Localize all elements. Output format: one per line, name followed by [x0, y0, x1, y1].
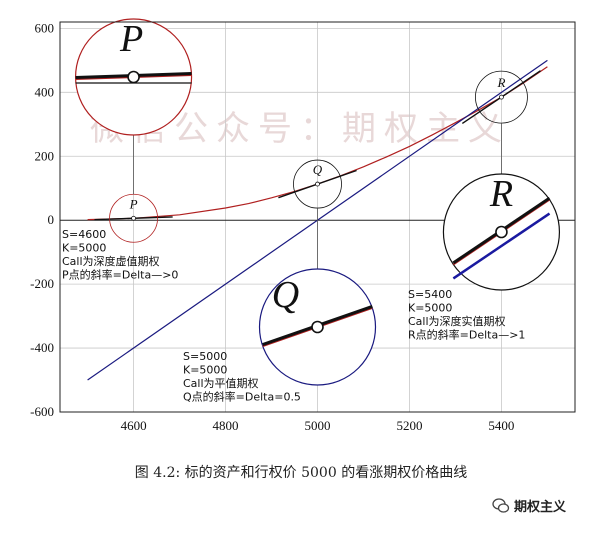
y-tick-label: 200 — [35, 148, 55, 163]
axis-ticks: 4600 4800 5000 5200 5400 600 400 200 0 -200 -400 -6… — [30, 20, 514, 433]
y-tick-label: 600 — [35, 20, 55, 35]
x-tick-label: 5200 — [396, 418, 422, 433]
zoom-label-p: P — [119, 18, 143, 60]
annotations: S=4600K=5000Call为深度虚值期权P点的斜率=Delta—>0S=5… — [62, 228, 525, 404]
annotation-q-line: S=5000 — [183, 350, 227, 363]
annotation-p-line: K=5000 — [62, 242, 106, 255]
annotation-r-line: Call为深度实值期权 — [408, 314, 506, 328]
zoom-label-r: R — [489, 173, 513, 215]
annotation-r-line: K=5000 — [408, 302, 452, 315]
zoom-label-q: Q — [272, 274, 299, 316]
zoom-point-r — [495, 225, 508, 239]
call-price-curve — [87, 66, 548, 221]
brand-label: 期权主义 — [492, 496, 566, 515]
y-tick-label: 0 — [48, 212, 55, 227]
point-q — [315, 181, 320, 187]
zoom-point-p — [127, 70, 140, 84]
annotation-r-line: S=5400 — [408, 288, 452, 301]
plot-frame — [59, 21, 576, 413]
zoom-point-q — [311, 320, 324, 334]
zoom-intrinsic-r — [452, 212, 551, 280]
wechat-icon — [492, 497, 510, 513]
annotation-q-line: Q点的斜率=Delta=0.5 — [183, 390, 301, 404]
point-label-r: R — [496, 75, 505, 90]
brand-name: 期权主义 — [514, 500, 567, 515]
annotation-q-line: Call为平值期权 — [183, 377, 259, 390]
point-p — [131, 215, 136, 221]
x-tick-label: 4800 — [213, 418, 239, 433]
option-price-chart: 微信公众号：期权主义 PQR PQR 4600 4800 5000 5200 54006… — [30, 18, 576, 433]
annotation-p-line: Call为深度虚值期权 — [62, 254, 160, 268]
annotation-q-line: K=5000 — [183, 364, 227, 377]
zoom-callouts: P Q R — [74, 18, 561, 386]
y-tick-label: -200 — [30, 276, 54, 291]
point-r — [499, 94, 504, 100]
x-tick-label: 5000 — [305, 418, 331, 433]
point-label-q: Q — [313, 162, 323, 177]
annotation-p-line: P点的斜率=Delta—>0 — [62, 268, 178, 282]
y-tick-label: -600 — [30, 404, 54, 419]
annotation-r-line: R点的斜率=Delta—>1 — [408, 328, 525, 342]
y-tick-label: 400 — [35, 84, 55, 99]
annotation-p-line: S=4600 — [62, 228, 106, 241]
y-tick-label: -400 — [30, 340, 54, 355]
figure-caption: 图 4.2: 标的资产和行权价 5000 的看涨期权价格曲线 — [134, 465, 468, 481]
x-tick-label: 5400 — [488, 418, 514, 433]
point-label-p: P — [129, 196, 138, 211]
x-tick-label: 4600 — [121, 418, 147, 433]
